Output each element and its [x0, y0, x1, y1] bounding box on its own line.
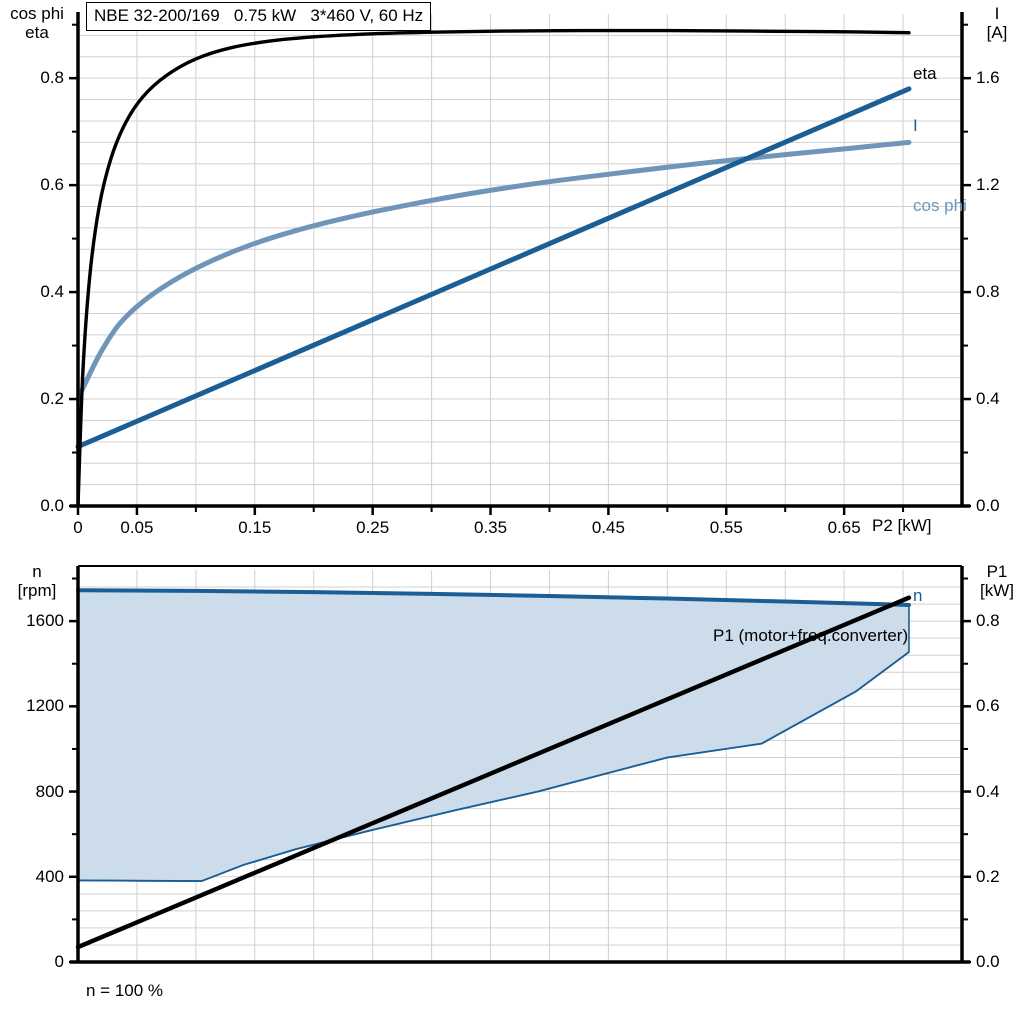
curve-label-speed: n — [913, 586, 923, 605]
chart-title: NBE 32-200/169 0.75 kW 3*460 V, 60 Hz — [86, 2, 432, 31]
bottom-right-tick: 0.6 — [976, 696, 1000, 716]
bottom-left-tick: 1200 — [26, 696, 64, 716]
bottom-right-axis-label: P1 [kW] — [980, 562, 1014, 600]
bottom-left-axis-label: n [rpm] — [17, 562, 57, 600]
curve-label-current: I — [913, 116, 918, 135]
top-chart-svg — [69, 12, 971, 515]
top-right-tick: 1.2 — [976, 175, 1000, 195]
bottom-left-tick: 0 — [54, 952, 64, 971]
bottom-right-tick: 0.4 — [976, 781, 1000, 801]
top-left-tick: 0.4 — [40, 282, 64, 302]
speed-caption: n = 100 % — [86, 981, 164, 1000]
top-left-tick: 0.8 — [40, 68, 64, 88]
top-right-tick: 0.0 — [976, 496, 1000, 515]
bottom-left-tick: 400 — [35, 866, 64, 886]
top-left-tick: 0.0 — [40, 496, 64, 515]
bottom-right-tick: 0.2 — [976, 866, 1000, 886]
top-x-tick: 0.35 — [473, 518, 508, 537]
top-left-tick: 0.2 — [40, 389, 64, 409]
curve-label-cosphi: cos phi — [913, 196, 967, 215]
bottom-left-tick: 800 — [35, 781, 64, 801]
top-x-tick: 0.55 — [709, 518, 743, 537]
bottom-right-tick: 0.0 — [976, 952, 1000, 971]
top-x-tick: 0.15 — [238, 518, 272, 537]
top-left-axis-label: cos phi eta — [10, 4, 64, 42]
top-x-tick: 0.45 — [591, 518, 625, 537]
bottom-left-tick: 1600 — [26, 611, 64, 631]
top-right-tick: 1.6 — [976, 68, 1000, 88]
curve-label-p1: P1 (motor+freq.converter) — [713, 626, 909, 645]
top-x-tick: 0 — [73, 518, 83, 537]
top-x-axis-label: P2 [kW] — [872, 516, 932, 535]
curve-label-eta: eta — [913, 64, 937, 83]
bottom-right-tick: 0.8 — [976, 611, 1000, 631]
top-x-tick: 0.05 — [120, 518, 154, 537]
top-right-tick: 0.8 — [976, 282, 1000, 302]
top-right-axis-label: I [A] — [986, 4, 1008, 42]
top-left-tick: 0.6 — [40, 175, 64, 195]
top-right-tick: 0.4 — [976, 389, 1000, 409]
top-x-tick: 0.65 — [827, 518, 861, 537]
top-x-tick: 0.25 — [356, 518, 390, 537]
